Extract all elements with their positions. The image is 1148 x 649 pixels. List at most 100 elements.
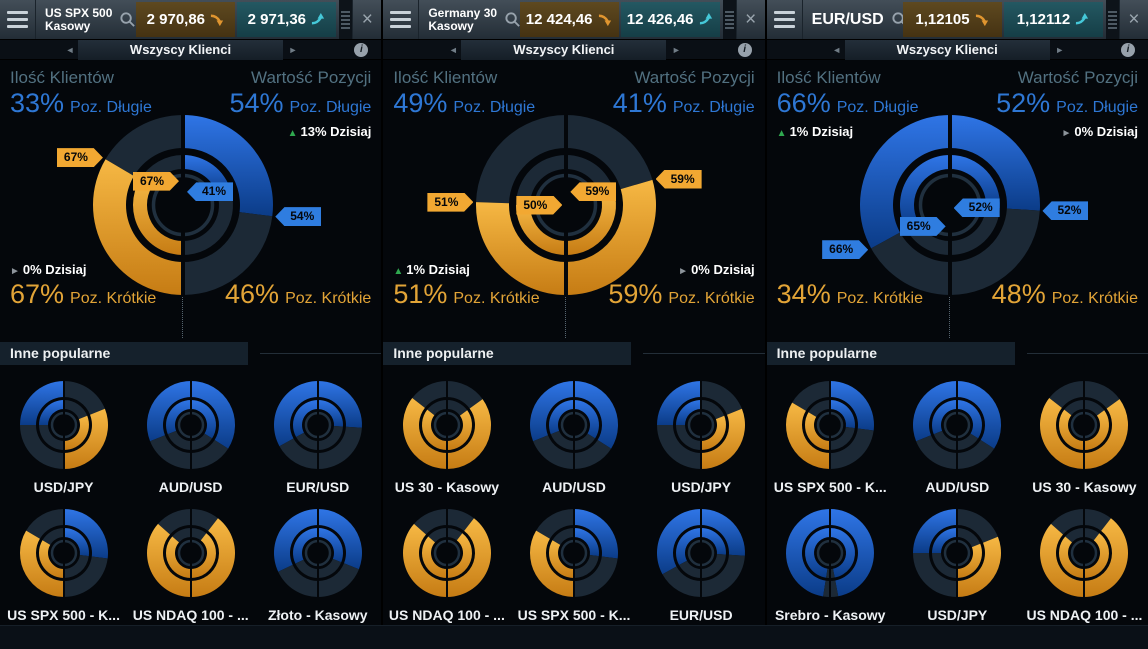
- instrument-selector[interactable]: Germany 30 Kasowy: [419, 0, 521, 39]
- popular-item-label: AUD/USD: [542, 479, 606, 495]
- popular-item[interactable]: USD/JPY: [16, 377, 112, 495]
- client-filter-selector[interactable]: Wszyscy Klienci: [844, 39, 1050, 60]
- value-header: Wartość Pozycji: [251, 68, 372, 87]
- popular-item[interactable]: AUD/USD: [526, 377, 622, 495]
- menu-button[interactable]: [383, 0, 420, 39]
- sell-price-button[interactable]: 2 970,86: [136, 2, 236, 37]
- popular-item[interactable]: US 30 - Kasowy: [1032, 377, 1137, 495]
- popular-item-label: US SPX 500 - K...: [773, 479, 887, 495]
- value-today-change: ▲ 13% Dzisiaj: [287, 124, 372, 139]
- client-filter-selector[interactable]: Wszyscy Klienci: [78, 39, 283, 60]
- info-icon[interactable]: i: [737, 43, 752, 57]
- panels-row: US SPX 500 Kasowy 2 970,86 2 971,36 × ◄ …: [0, 0, 1148, 625]
- next-filter-arrow[interactable]: ►: [671, 44, 681, 55]
- buy-price-button[interactable]: 12 426,46: [620, 2, 720, 37]
- flat-triangle-icon: ►: [10, 266, 20, 277]
- callout-value-current: 52%: [1042, 201, 1089, 221]
- instrument-name-line1: US SPX 500: [45, 5, 113, 20]
- buy-price-button[interactable]: 2 971,36: [237, 2, 337, 37]
- flat-triangle-icon: ►: [678, 266, 689, 277]
- popular-item-label: AUD/USD: [158, 479, 223, 495]
- value-short-metric: 59% Poz. Krótkie: [608, 279, 755, 309]
- close-icon[interactable]: ×: [735, 0, 765, 39]
- sell-price-button[interactable]: 1,12105: [902, 2, 1002, 37]
- callout-client-current: 67%: [56, 148, 103, 168]
- popular-item-label: US SPX 500 - K...: [7, 607, 120, 623]
- buy-price-button[interactable]: 1,12112: [1003, 2, 1103, 37]
- instrument-selector[interactable]: EUR/USD: [803, 0, 907, 39]
- popular-item[interactable]: EUR/USD: [653, 505, 749, 623]
- drag-grip[interactable]: [722, 0, 736, 39]
- popular-item-label: US 30 - Kasowy: [394, 479, 500, 495]
- prev-filter-arrow[interactable]: ◄: [65, 44, 75, 55]
- clients-header: Ilość Klientów: [393, 68, 498, 87]
- callout-client-current: 66%: [822, 240, 869, 260]
- sell-price-button[interactable]: 12 424,46: [519, 2, 619, 37]
- search-icon[interactable]: [504, 11, 521, 28]
- client-today-change: ▲ 1% Dzisiaj: [776, 124, 854, 139]
- drag-grip[interactable]: [1105, 0, 1119, 39]
- panel-toolbar: EUR/USD 1,12105 1,12112 ×: [766, 0, 1148, 40]
- buy-price: 1,12112: [1016, 11, 1071, 28]
- sentiment-donut: [850, 105, 1050, 305]
- popular-item[interactable]: US SPX 500 - K...: [774, 377, 887, 495]
- price-up-arrow-icon: [311, 12, 325, 25]
- client-filter-selector[interactable]: Wszyscy Klienci: [461, 39, 667, 60]
- drag-grip[interactable]: [339, 0, 353, 39]
- popular-grid: US 30 - Kasowy AUD/USD USD/JPY US NDAQ 100 …: [383, 365, 764, 623]
- instrument-panel-1: US SPX 500 Kasowy 2 970,86 2 971,36 × ◄ …: [0, 0, 384, 625]
- popular-item-label: US SPX 500 - K...: [517, 607, 631, 623]
- popular-item[interactable]: USD/JPY: [653, 377, 749, 495]
- popular-item[interactable]: AUD/USD: [909, 377, 1005, 495]
- sentiment-chart-area: Ilość Klientów Wartość Pozycji 66% Poz. D…: [767, 60, 1148, 340]
- client-long-metric: 49% Poz. Długie: [393, 88, 536, 118]
- prev-filter-arrow[interactable]: ◄: [448, 44, 458, 55]
- donut-chart-svg: [146, 508, 235, 598]
- instrument-name-line1: EUR/USD: [811, 10, 884, 28]
- search-icon[interactable]: [119, 11, 136, 28]
- price-down-arrow-icon: [975, 14, 988, 27]
- menu-button[interactable]: [767, 0, 803, 39]
- client-long-metric: 33% Poz. Długie: [10, 88, 152, 118]
- popular-item[interactable]: Srebro - Kasowy: [775, 505, 885, 623]
- close-icon[interactable]: ×: [1118, 0, 1148, 39]
- popular-item[interactable]: US NDAQ 100 - ...: [389, 505, 505, 623]
- client-filter-bar: ◄ Wszyscy Klienci ► i: [383, 39, 765, 60]
- callout-value-current: 59%: [655, 169, 702, 189]
- popular-item[interactable]: USD/JPY: [909, 505, 1005, 623]
- popular-item[interactable]: AUD/USD: [143, 377, 239, 495]
- donut-chart-svg: [859, 114, 1040, 296]
- client-today-change: ▲ 1% Dzisiaj: [393, 262, 470, 277]
- value-header: Wartość Pozycji: [634, 68, 755, 87]
- popular-item[interactable]: US SPX 500 - K...: [7, 505, 120, 623]
- info-icon[interactable]: i: [354, 43, 369, 57]
- popular-item[interactable]: US SPX 500 - K...: [517, 505, 631, 623]
- info-icon[interactable]: i: [1120, 43, 1135, 57]
- other-popular-header: Inne popularne: [766, 342, 1148, 365]
- instrument-name-line1: Germany 30: [428, 5, 498, 20]
- popular-item-label: Srebro - Kasowy: [774, 607, 886, 623]
- donut-chart-svg: [92, 114, 273, 296]
- instrument-selector[interactable]: US SPX 500 Kasowy: [36, 0, 136, 39]
- popular-item[interactable]: US NDAQ 100 - ...: [133, 505, 249, 623]
- menu-button[interactable]: [0, 0, 36, 39]
- popular-item[interactable]: Złoto - Kasowy: [268, 505, 368, 623]
- popular-item-label: USD/JPY: [671, 479, 732, 495]
- client-short-metric: 67% Poz. Krótkie: [10, 279, 157, 309]
- price-down-arrow-icon: [598, 14, 611, 27]
- popular-grid: USD/JPY AUD/USD EUR/USD US SPX 500 - K... US…: [0, 365, 381, 623]
- popular-item[interactable]: US NDAQ 100 - ...: [1026, 505, 1142, 623]
- prev-filter-arrow[interactable]: ◄: [832, 44, 842, 55]
- sell-price: 2 970,86: [146, 11, 206, 28]
- callout-value-previous: 52%: [953, 198, 1000, 218]
- next-filter-arrow[interactable]: ►: [1055, 44, 1065, 55]
- next-filter-arrow[interactable]: ►: [288, 44, 298, 55]
- close-icon[interactable]: ×: [352, 0, 381, 39]
- popular-item[interactable]: US 30 - Kasowy: [395, 377, 499, 495]
- sentiment-donut: [466, 105, 666, 305]
- donut-chart-svg: [529, 380, 618, 470]
- callout-client-previous: 65%: [899, 216, 946, 236]
- instrument-name-line2: Kasowy: [45, 18, 91, 33]
- price-down-arrow-icon: [210, 14, 224, 27]
- popular-item[interactable]: EUR/USD: [270, 377, 366, 495]
